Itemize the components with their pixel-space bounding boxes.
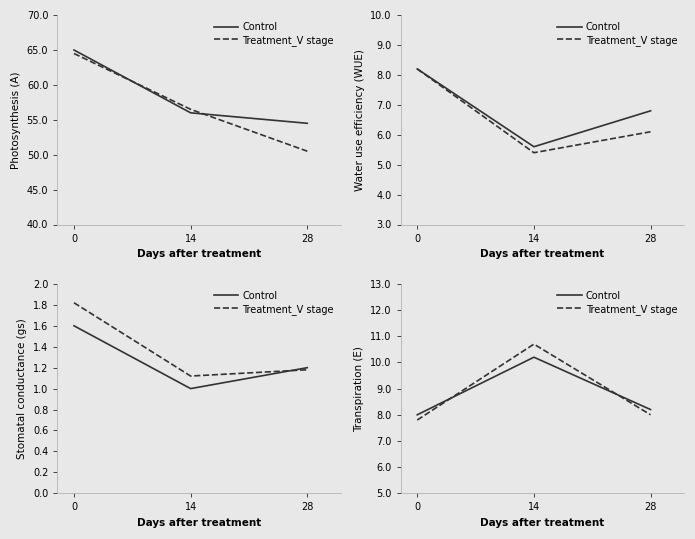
X-axis label: Days after treatment: Days after treatment bbox=[137, 249, 261, 259]
Y-axis label: Water use efficiency (WUE): Water use efficiency (WUE) bbox=[354, 49, 365, 191]
X-axis label: Days after treatment: Days after treatment bbox=[480, 249, 605, 259]
Legend: Control, Treatment_V stage: Control, Treatment_V stage bbox=[212, 20, 336, 47]
Legend: Control, Treatment_V stage: Control, Treatment_V stage bbox=[555, 20, 679, 47]
Legend: Control, Treatment_V stage: Control, Treatment_V stage bbox=[212, 289, 336, 316]
Y-axis label: Photosynthesis (A): Photosynthesis (A) bbox=[11, 71, 21, 169]
X-axis label: Days after treatment: Days after treatment bbox=[137, 518, 261, 528]
Y-axis label: Stomatal conductance (gs): Stomatal conductance (gs) bbox=[17, 318, 27, 459]
X-axis label: Days after treatment: Days after treatment bbox=[480, 518, 605, 528]
Legend: Control, Treatment_V stage: Control, Treatment_V stage bbox=[555, 289, 679, 316]
Y-axis label: Transpiration (E): Transpiration (E) bbox=[354, 345, 364, 432]
